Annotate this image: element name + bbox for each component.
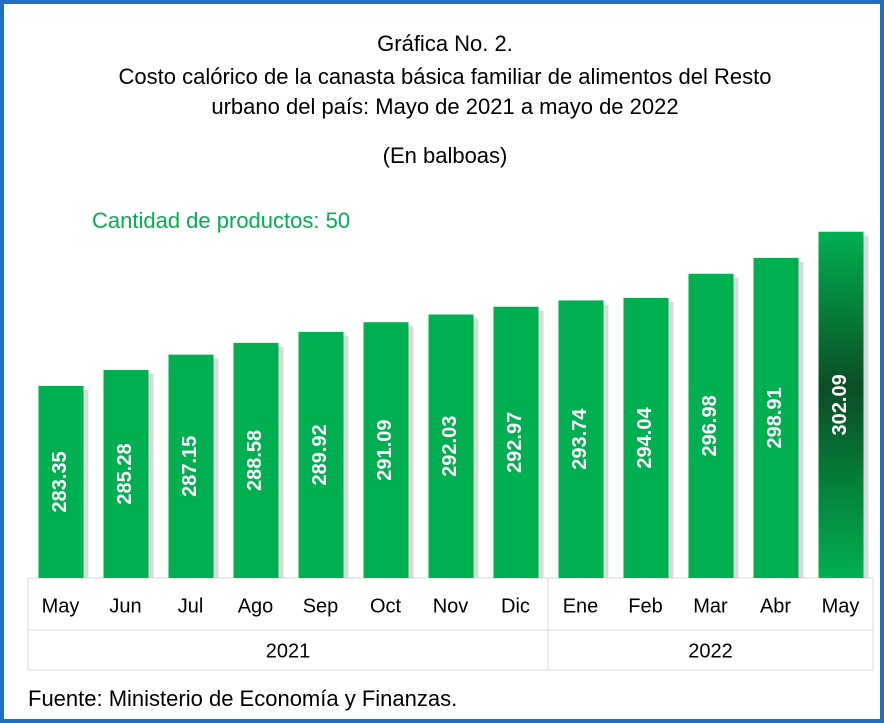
bar — [818, 231, 864, 578]
bar — [103, 370, 149, 578]
value-label: 289.92 — [309, 424, 331, 485]
bar — [493, 306, 539, 578]
x-tick-label: Ene — [563, 595, 599, 617]
x-tick-label: Ago — [238, 595, 274, 617]
value-label: 285.28 — [114, 443, 136, 504]
bar — [558, 300, 604, 578]
value-label: 292.03 — [439, 416, 461, 477]
chart-subtitle: Costo calórico de la canasta básica fami… — [119, 64, 772, 89]
bar — [233, 342, 279, 578]
value-label: 291.09 — [374, 420, 396, 481]
group-label: 2021 — [266, 640, 311, 662]
value-label: 294.04 — [634, 407, 656, 469]
value-label: 298.91 — [764, 387, 786, 448]
bar — [623, 297, 669, 578]
x-tick-label: Dic — [501, 595, 530, 617]
bar — [38, 385, 84, 578]
bar — [298, 331, 344, 578]
bar — [688, 273, 734, 578]
bar — [363, 322, 409, 578]
x-tick-label: May — [822, 595, 860, 617]
value-label: 293.74 — [569, 408, 591, 470]
bar — [168, 354, 214, 578]
chart-subtitle: urbano del país: Mayo de 2021 a mayo de … — [211, 94, 678, 119]
group-label: 2022 — [688, 640, 733, 662]
bar — [753, 257, 799, 578]
value-label: 296.98 — [699, 395, 721, 456]
value-label: 283.35 — [49, 451, 71, 512]
value-label: 287.15 — [179, 436, 201, 497]
x-tick-label: Jun — [109, 595, 141, 617]
x-tick-label: May — [42, 595, 80, 617]
x-tick-label: Mar — [693, 595, 728, 617]
value-label: 292.97 — [504, 412, 526, 473]
chart-title: Gráfica No. 2. — [377, 31, 513, 56]
value-label: 288.58 — [244, 430, 266, 491]
bar — [428, 314, 474, 578]
source-note: Fuente: Ministerio de Economía y Finanza… — [28, 686, 457, 711]
x-tick-label: Abr — [760, 595, 791, 617]
x-tick-label: Nov — [433, 595, 469, 617]
value-label: 302.09 — [829, 374, 851, 435]
x-tick-label: Feb — [628, 595, 662, 617]
x-tick-label: Oct — [370, 595, 402, 617]
annotation: Cantidad de productos: 50 — [92, 208, 350, 233]
x-tick-label: Sep — [303, 595, 339, 617]
x-tick-label: Jul — [178, 595, 204, 617]
unit-note: (En balboas) — [383, 143, 508, 168]
